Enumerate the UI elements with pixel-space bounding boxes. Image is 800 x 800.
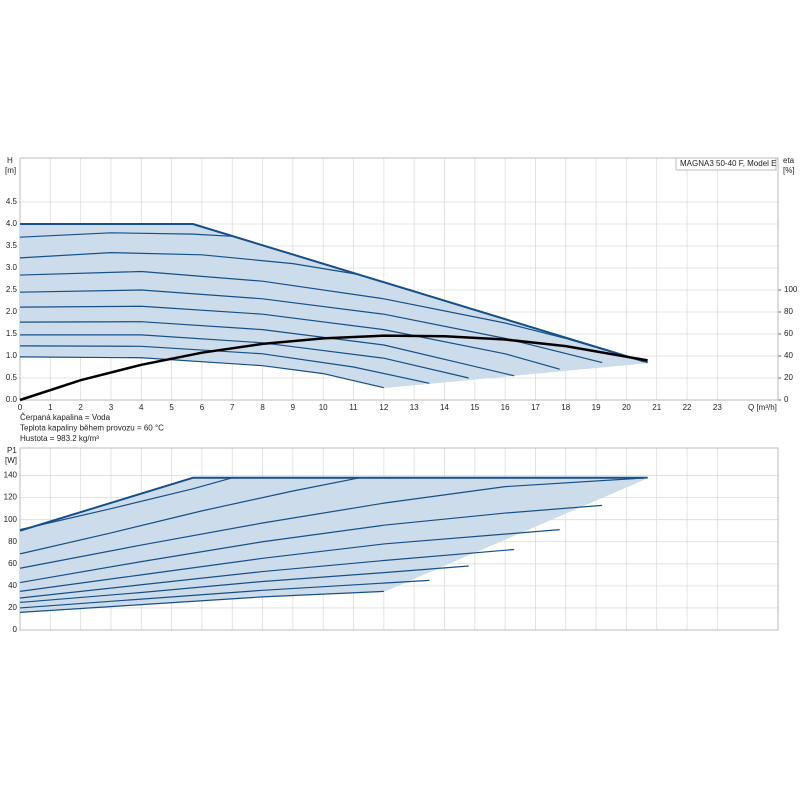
- y2-axis-unit: [%]: [783, 166, 795, 175]
- operating-area: [20, 224, 648, 388]
- x-tick-label: 10: [319, 403, 328, 412]
- y2-tick-label: 100: [784, 285, 798, 294]
- y-axis-unit: [m]: [5, 166, 16, 175]
- x-tick-label: 8: [260, 403, 265, 412]
- x-tick-label: 5: [169, 403, 174, 412]
- y2-tick-label: 0: [784, 395, 789, 404]
- x-tick-label: 7: [230, 403, 235, 412]
- y-tick-label: 4.0: [6, 219, 18, 228]
- x-tick-label: 11: [349, 403, 358, 412]
- curve: [19, 477, 360, 555]
- operating-area: [20, 477, 648, 613]
- chart-title: MAGNA3 50-40 F, Model E: [680, 159, 776, 168]
- curve: [19, 529, 560, 592]
- x-tick-label: 6: [200, 403, 205, 412]
- curve: [19, 321, 515, 377]
- y-tick-label: 20: [8, 603, 17, 612]
- title-box: [675, 157, 777, 171]
- x-axis-label: Q [m³/h]: [748, 403, 777, 412]
- x-tick-label: 23: [713, 403, 722, 412]
- curve: [19, 345, 430, 384]
- y-tick-label: 2.0: [6, 307, 18, 316]
- x-tick-label: 14: [440, 403, 449, 412]
- y-tick-label: 140: [4, 471, 18, 480]
- curve: [19, 579, 430, 609]
- x-label-bg: [746, 403, 777, 413]
- y2-tick-label: 80: [784, 307, 793, 316]
- x-tick-label: 22: [683, 403, 692, 412]
- x-tick-label: 9: [291, 403, 296, 412]
- y-tick-label: 120: [4, 493, 18, 502]
- efficiency-curve: [19, 334, 648, 402]
- curve: [19, 565, 469, 604]
- x-tick-label: 3: [109, 403, 114, 412]
- y-tick-label: 1.0: [6, 351, 18, 360]
- y-tick-label: 40: [8, 581, 17, 590]
- curve: [383, 477, 648, 592]
- x-tick-label: 2: [78, 403, 83, 412]
- curve: [19, 305, 560, 370]
- x-tick-label: 18: [561, 403, 570, 412]
- curve: [19, 504, 603, 584]
- curve: [19, 548, 515, 599]
- y-tick-label: 0: [13, 625, 18, 634]
- x-tick-label: 13: [410, 403, 419, 412]
- y2-tick-label: 40: [784, 351, 793, 360]
- y-tick-label: 3.0: [6, 263, 18, 272]
- y-tick-label: 1.5: [6, 329, 18, 338]
- x-tick-label: 12: [379, 403, 388, 412]
- curve: [19, 232, 233, 238]
- curve: [19, 252, 360, 276]
- x-tick-label: 20: [622, 403, 631, 412]
- y2-tick-label: 20: [784, 373, 793, 382]
- curve: [19, 477, 648, 569]
- x-tick-label: 21: [652, 403, 661, 412]
- curve: [19, 477, 233, 531]
- x-tick-label: 15: [470, 403, 479, 412]
- y2-tick-label: 60: [784, 329, 793, 338]
- y-axis-unit: [W]: [5, 456, 17, 465]
- y-axis-label: H: [7, 156, 13, 165]
- note: Čerpaná kapalina = Voda: [20, 413, 111, 422]
- curve: [19, 356, 384, 389]
- x-tick-label: 19: [592, 403, 601, 412]
- note: Hustota = 983.2 kg/m³: [20, 434, 99, 443]
- note: Teplota kapaliny během provozu = 60 °C: [20, 424, 164, 433]
- curve: [19, 476, 648, 532]
- y-tick-label: 0.5: [6, 373, 18, 382]
- x-tick-label: 4: [139, 403, 144, 412]
- curve: [19, 270, 648, 364]
- y-tick-label: 4.5: [6, 197, 18, 206]
- curve: [19, 590, 384, 613]
- y-tick-label: 100: [4, 515, 18, 524]
- y-axis-label: P1: [7, 446, 17, 455]
- y2-axis-label: eta: [783, 156, 795, 165]
- y-tick-label: 80: [8, 537, 17, 546]
- y-tick-label: 3.5: [6, 241, 18, 250]
- x-tick-label: 17: [531, 403, 540, 412]
- x-tick-label: 16: [501, 403, 510, 412]
- y-tick-label: 0.0: [6, 395, 18, 404]
- x-tick-label: 0: [18, 403, 23, 412]
- curve: [20, 223, 648, 364]
- y-tick-label: 60: [8, 559, 17, 568]
- x-tick-label: 1: [48, 403, 53, 412]
- y-tick-label: 2.5: [6, 285, 18, 294]
